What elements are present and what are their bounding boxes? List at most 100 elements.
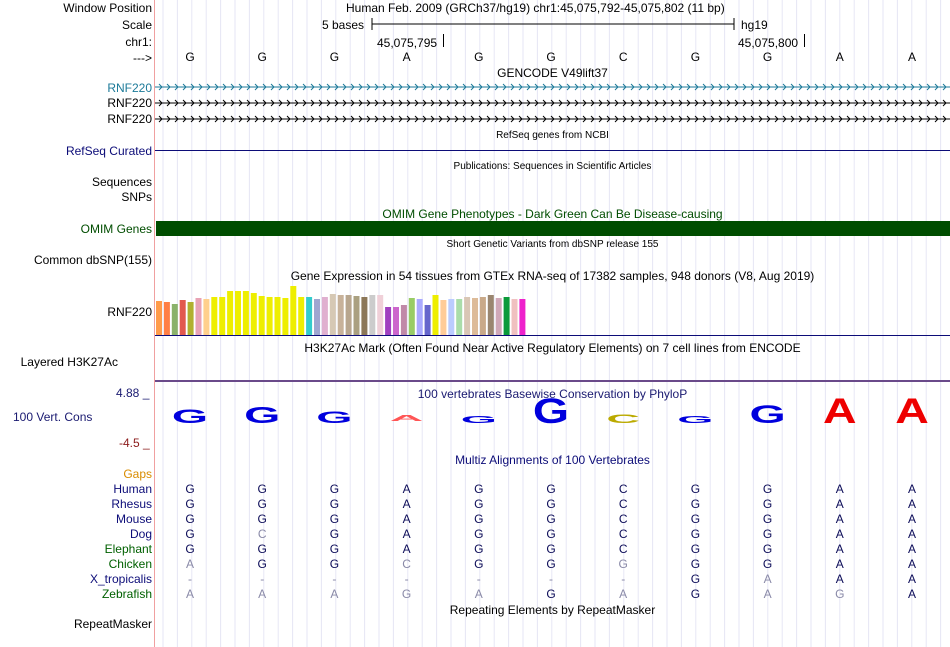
strand-arrow [374, 99, 379, 107]
gtex-tissue-bar[interactable] [306, 297, 313, 335]
gtex-tissue-bar[interactable] [203, 299, 210, 335]
gtex-tissue-bar[interactable] [377, 295, 384, 335]
gtex-tissue-bar[interactable] [250, 293, 257, 335]
species-label[interactable]: Dog [129, 527, 152, 541]
gtex-tissue-bar[interactable] [472, 298, 478, 335]
strand-arrow [878, 83, 883, 91]
phylop-base-letter[interactable]: G [461, 414, 497, 425]
phylop-base-letter[interactable]: G [533, 398, 569, 431]
omim-gene-bar[interactable] [156, 221, 950, 236]
species-label[interactable]: Rhesus [111, 497, 152, 511]
strand-arrow [406, 83, 411, 91]
gtex-expression-bars[interactable] [155, 283, 555, 335]
species-label[interactable]: Chicken [108, 557, 152, 571]
gtex-tissue-bar[interactable] [440, 300, 447, 335]
gtex-tissue-bar[interactable] [235, 291, 241, 335]
gtex-tissue-bar[interactable] [448, 299, 455, 335]
gtex-tissue-bar[interactable] [195, 298, 202, 335]
phylop-base-letter[interactable]: G [316, 408, 352, 427]
gencode-item-2-label[interactable]: RNF220 [107, 96, 152, 110]
gtex-tissue-bar[interactable] [163, 302, 170, 335]
strand-arrow [238, 115, 243, 123]
alignment-base: C [257, 527, 267, 541]
omim-genes-label[interactable]: OMIM Genes [80, 222, 152, 236]
gtex-tissue-bar[interactable] [385, 307, 392, 335]
gtex-tissue-bar[interactable] [337, 295, 344, 335]
gtex-tissue-bar[interactable] [179, 300, 186, 335]
gtex-tissue-bar[interactable] [345, 295, 352, 335]
phylop-base-letter[interactable]: G [244, 402, 280, 428]
strand-arrow [206, 83, 211, 91]
phylop-track-label[interactable]: 100 Vert. Cons [13, 410, 93, 424]
gtex-tissue-bar[interactable] [321, 297, 328, 335]
strand-arrow [390, 99, 395, 107]
gtex-tissue-bar[interactable] [408, 298, 415, 335]
species-label[interactable]: Mouse [115, 512, 152, 526]
species-label[interactable]: Zebrafish [101, 587, 152, 601]
gtex-tissue-bar[interactable] [511, 299, 518, 335]
species-label[interactable]: Elephant [104, 542, 152, 556]
h3k27ac-label[interactable]: Layered H3K27Ac [20, 355, 118, 369]
gtex-tissue-bar[interactable] [503, 297, 510, 335]
species-label[interactable]: X_tropicalis [89, 572, 152, 586]
gtex-gene-label[interactable]: RNF220 [107, 305, 152, 319]
gtex-tissue-bar[interactable] [369, 295, 376, 335]
gtex-tissue-bar[interactable] [519, 299, 526, 335]
phylop-base-letter[interactable]: G [750, 401, 786, 429]
dbsnp-label[interactable]: Common dbSNP(155) [33, 253, 152, 267]
gtex-tissue-bar[interactable] [314, 299, 320, 335]
gtex-tissue-bar[interactable] [329, 294, 336, 335]
gtex-tissue-bar[interactable] [464, 297, 471, 335]
dbsnp-track-title: Short Genetic Variants from dbSNP releas… [446, 239, 659, 250]
gtex-tissue-bar[interactable] [219, 297, 226, 335]
gtex-tissue-bar[interactable] [156, 301, 162, 335]
strand-arrow [662, 83, 667, 91]
strand-arrow [902, 83, 907, 91]
phylop-base-letter[interactable]: A [390, 414, 424, 423]
gtex-tissue-bar[interactable] [227, 291, 234, 335]
species-label[interactable]: Human [113, 482, 152, 496]
gtex-tissue-bar[interactable] [187, 302, 194, 335]
gencode-item-1-label[interactable]: RNF220 [107, 81, 152, 95]
gtex-tissue-bar[interactable] [258, 296, 265, 335]
publications-track-title: Publications: Sequences in Scientific Ar… [453, 161, 652, 172]
gtex-tissue-bar[interactable] [495, 298, 502, 335]
strand-arrow [830, 115, 835, 123]
phylop-base-letter[interactable]: C [606, 412, 640, 425]
gtex-tissue-bar[interactable] [211, 297, 218, 335]
gtex-tissue-bar[interactable] [353, 296, 360, 335]
strand-arrow [382, 83, 387, 91]
h3k27ac-signal-line[interactable] [155, 380, 950, 382]
phylop-base-letter[interactable]: G [677, 414, 713, 425]
gtex-tissue-bar[interactable] [416, 299, 423, 335]
gtex-tissue-bar[interactable] [266, 297, 273, 335]
gtex-tissue-bar[interactable] [432, 295, 439, 335]
sequences-label[interactable]: Sequences [91, 175, 152, 189]
gtex-tissue-bar[interactable] [171, 304, 178, 335]
gtex-tissue-bar[interactable] [456, 299, 463, 335]
gtex-tissue-bar[interactable] [393, 307, 399, 335]
phylop-base-letter[interactable]: A [823, 398, 857, 431]
strand-arrow [158, 83, 163, 91]
gtex-tissue-bar[interactable] [282, 298, 289, 335]
gtex-tissue-bar[interactable] [274, 297, 281, 335]
gtex-tissue-bar[interactable] [487, 295, 494, 335]
gtex-tissue-bar[interactable] [400, 305, 407, 335]
snps-label[interactable]: SNPs [121, 190, 152, 204]
gtex-tissue-bar[interactable] [298, 297, 305, 335]
gtex-tissue-bar[interactable] [242, 291, 249, 335]
alignment-base: A [835, 557, 844, 571]
gtex-tissue-bar[interactable] [361, 297, 368, 335]
refseq-curated-label[interactable]: RefSeq Curated [65, 144, 152, 158]
phylop-base-letter[interactable]: G [172, 405, 208, 427]
phylop-base-letter[interactable]: A [895, 398, 929, 431]
gtex-tissue-bar[interactable] [290, 286, 297, 335]
gencode-item-3-label[interactable]: RNF220 [107, 112, 152, 126]
alignment-base: G [762, 527, 773, 541]
gtex-tissue-bar[interactable] [424, 305, 431, 335]
gtex-tissue-bar[interactable] [479, 297, 486, 335]
refseq-gene-line[interactable] [155, 150, 950, 151]
repeatmasker-label[interactable]: RepeatMasker [73, 617, 152, 631]
gencode-gene-features[interactable] [155, 80, 950, 126]
